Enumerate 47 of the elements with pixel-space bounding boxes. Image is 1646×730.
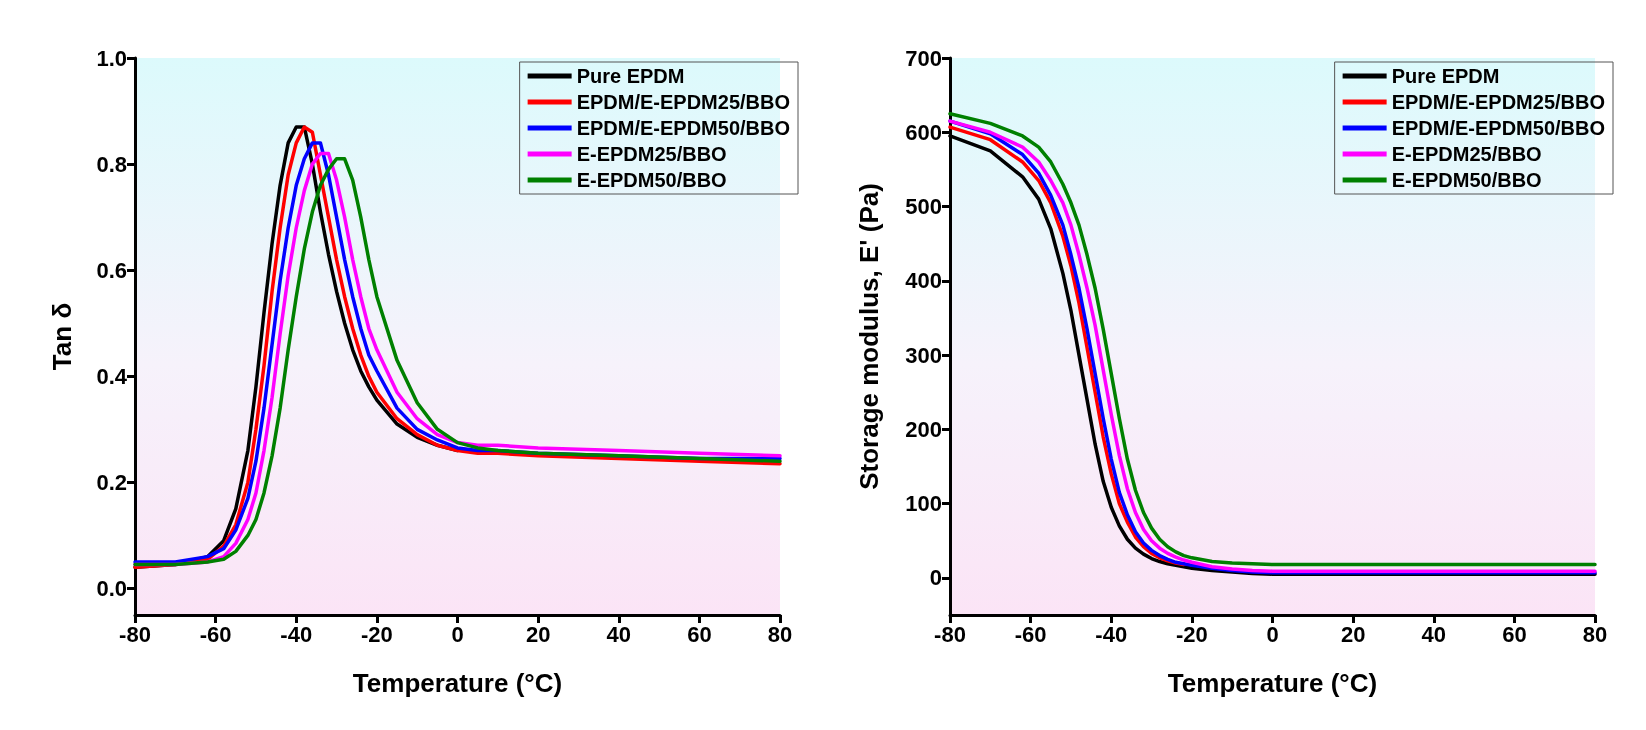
x-tick-label: -20 (1175, 621, 1208, 647)
y-axis-title: Storage modulus, E' (Pa) (854, 183, 884, 490)
x-tick-label: 40 (1421, 621, 1446, 647)
x-tick-label: -60 (1014, 621, 1047, 647)
legend-label: Pure EPDM (576, 65, 685, 87)
legend-label: E-EPDM50/BBO (1391, 169, 1542, 191)
y-tick-label: 0.4 (96, 363, 128, 389)
legend-label: EPDM/E-EPDM50/BBO (576, 117, 791, 139)
x-axis-title: Temperature (°C) (1167, 668, 1378, 698)
y-tick-label: 0.0 (96, 575, 127, 601)
x-tick-label: -40 (1095, 621, 1128, 647)
y-tick-label: 200 (905, 416, 942, 442)
y-tick-label: 0 (929, 565, 942, 591)
y-tick-label: 500 (905, 194, 942, 220)
x-tick-label: 0 (451, 621, 464, 647)
x-tick-label: -40 (280, 621, 313, 647)
legend-label: EPDM/E-EPDM25/BBO (1391, 91, 1606, 113)
x-tick-label: 80 (767, 621, 793, 647)
x-tick-label: -60 (199, 621, 232, 647)
x-axis-title: Temperature (°C) (352, 668, 563, 698)
x-tick-label: 60 (1502, 621, 1527, 647)
legend-label: E-EPDM25/BBO (1391, 143, 1542, 165)
legend-label: Pure EPDM (1391, 65, 1500, 87)
x-tick-label: 40 (606, 621, 631, 647)
y-tick-label: 600 (905, 119, 942, 145)
y-tick-label: 400 (905, 268, 942, 294)
y-tick-label: 0.8 (96, 151, 127, 177)
y-tick-label: 300 (905, 342, 942, 368)
x-tick-label: 0 (1266, 621, 1279, 647)
x-tick-label: 80 (1582, 621, 1608, 647)
x-tick-label: -80 (119, 621, 151, 647)
legend-label: EPDM/E-EPDM25/BBO (576, 91, 791, 113)
legend-label: E-EPDM25/BBO (576, 143, 727, 165)
legend-label: E-EPDM50/BBO (576, 169, 727, 191)
legend-label: EPDM/E-EPDM50/BBO (1391, 117, 1606, 139)
y-tick-label: 0.6 (96, 257, 127, 283)
x-tick-label: -80 (934, 621, 966, 647)
y-tick-label: 700 (905, 45, 942, 71)
x-tick-label: 20 (1340, 621, 1366, 647)
line-series (948, 125, 1186, 567)
y-axis-title: Tan δ (47, 302, 77, 371)
y-tick-label: 0.2 (96, 469, 127, 495)
y-tick-label: 100 (905, 491, 942, 517)
y-tick-label: 1.0 (96, 45, 127, 71)
x-tick-label: 60 (687, 621, 712, 647)
x-tick-label: -20 (360, 621, 393, 647)
x-tick-label: 20 (525, 621, 551, 647)
